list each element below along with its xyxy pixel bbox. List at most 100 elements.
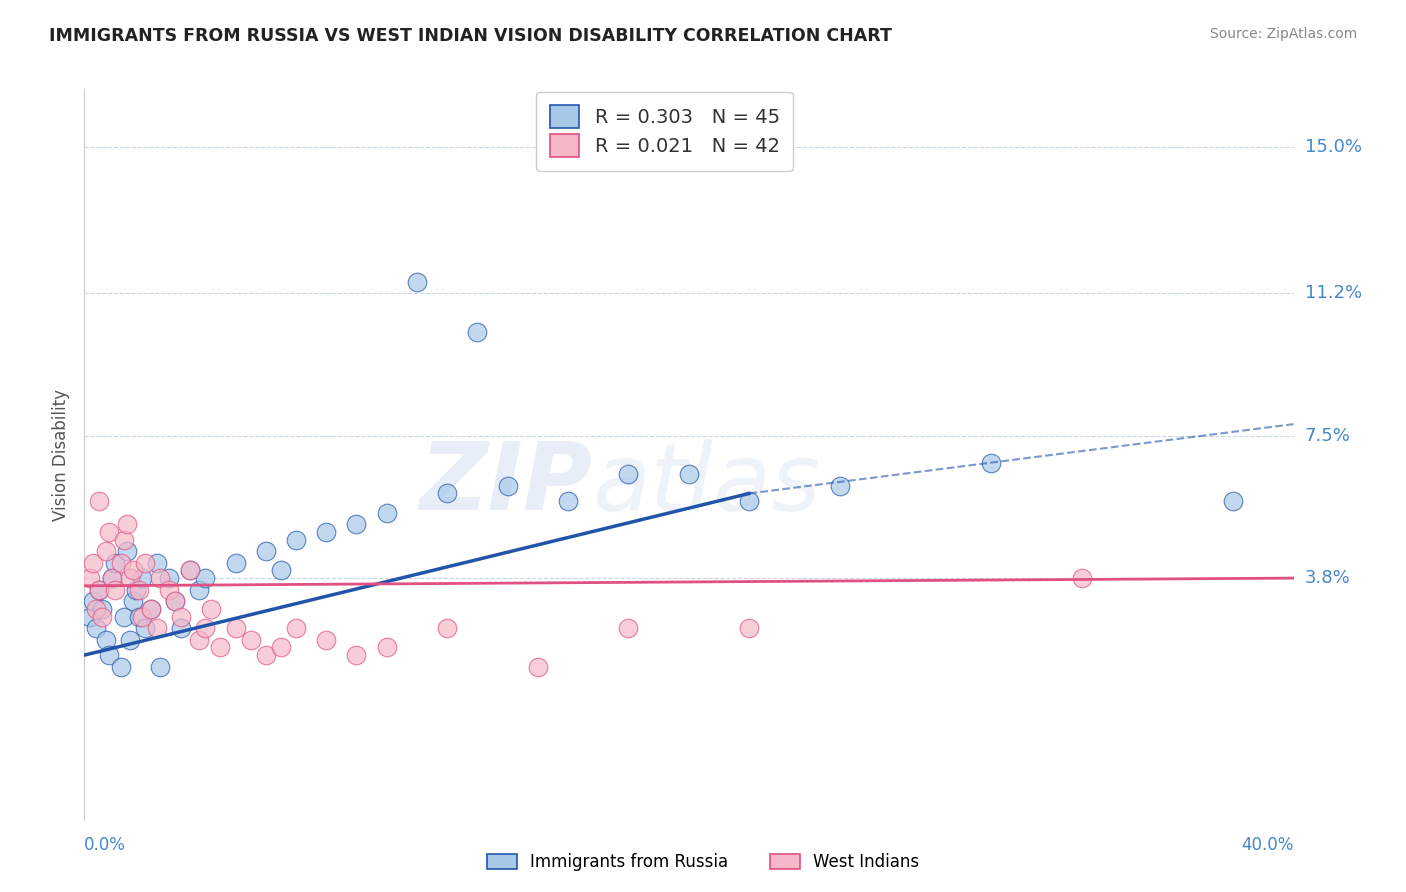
Point — [225, 556, 247, 570]
Point — [239, 632, 262, 647]
Point — [738, 494, 761, 508]
Point — [97, 524, 120, 539]
Point — [617, 467, 640, 482]
Point — [79, 571, 101, 585]
Point — [1222, 494, 1244, 508]
Point — [104, 556, 127, 570]
Point — [254, 648, 277, 662]
Point — [121, 563, 143, 577]
Text: 0.0%: 0.0% — [84, 836, 127, 854]
Text: 7.5%: 7.5% — [1305, 426, 1351, 445]
Point — [97, 648, 120, 662]
Point — [128, 582, 150, 597]
Text: 15.0%: 15.0% — [1305, 138, 1361, 156]
Point — [121, 594, 143, 608]
Point — [82, 556, 104, 570]
Point — [79, 609, 101, 624]
Text: 40.0%: 40.0% — [1241, 836, 1294, 854]
Legend: R = 0.303   N = 45, R = 0.021   N = 42: R = 0.303 N = 45, R = 0.021 N = 42 — [536, 92, 793, 170]
Point — [194, 571, 217, 585]
Point — [179, 563, 201, 577]
Point — [467, 325, 489, 339]
Point — [86, 602, 108, 616]
Point — [94, 544, 117, 558]
Point — [89, 494, 111, 508]
Point — [149, 659, 172, 673]
Point — [134, 621, 156, 635]
Point — [285, 621, 308, 635]
Point — [91, 609, 114, 624]
Point — [375, 506, 398, 520]
Point — [157, 571, 180, 585]
Point — [830, 479, 852, 493]
Point — [194, 621, 217, 635]
Point — [436, 486, 458, 500]
Point — [179, 563, 201, 577]
Point — [82, 594, 104, 608]
Point — [100, 571, 122, 585]
Point — [315, 524, 337, 539]
Point — [146, 621, 169, 635]
Point — [89, 582, 111, 597]
Point — [557, 494, 579, 508]
Point — [678, 467, 700, 482]
Point — [200, 602, 222, 616]
Point — [270, 563, 292, 577]
Point — [315, 632, 337, 647]
Point — [496, 479, 519, 493]
Point — [165, 594, 187, 608]
Point — [149, 571, 172, 585]
Point — [406, 275, 429, 289]
Point — [110, 556, 132, 570]
Point — [131, 571, 153, 585]
Y-axis label: Vision Disability: Vision Disability — [52, 389, 70, 521]
Point — [128, 609, 150, 624]
Text: 11.2%: 11.2% — [1305, 285, 1362, 302]
Point — [146, 556, 169, 570]
Text: Source: ZipAtlas.com: Source: ZipAtlas.com — [1209, 27, 1357, 41]
Text: 3.8%: 3.8% — [1305, 569, 1350, 587]
Point — [139, 602, 162, 616]
Point — [980, 456, 1002, 470]
Point — [157, 582, 180, 597]
Point — [94, 632, 117, 647]
Point — [170, 621, 193, 635]
Point — [91, 602, 114, 616]
Point — [617, 621, 640, 635]
Point — [165, 594, 187, 608]
Point — [104, 582, 127, 597]
Point — [527, 659, 550, 673]
Point — [1071, 571, 1094, 585]
Point — [100, 571, 122, 585]
Point — [134, 556, 156, 570]
Point — [436, 621, 458, 635]
Point — [188, 582, 211, 597]
Point — [209, 640, 232, 655]
Point — [346, 648, 368, 662]
Point — [188, 632, 211, 647]
Point — [112, 609, 135, 624]
Point — [118, 571, 141, 585]
Point — [125, 582, 148, 597]
Text: atlas: atlas — [592, 439, 821, 530]
Point — [86, 621, 108, 635]
Point — [115, 544, 138, 558]
Text: IMMIGRANTS FROM RUSSIA VS WEST INDIAN VISION DISABILITY CORRELATION CHART: IMMIGRANTS FROM RUSSIA VS WEST INDIAN VI… — [49, 27, 891, 45]
Point — [225, 621, 247, 635]
Point — [112, 533, 135, 547]
Point — [346, 517, 368, 532]
Point — [254, 544, 277, 558]
Point — [89, 582, 111, 597]
Point — [375, 640, 398, 655]
Point — [170, 609, 193, 624]
Point — [110, 659, 132, 673]
Point — [285, 533, 308, 547]
Point — [738, 621, 761, 635]
Text: ZIP: ZIP — [419, 438, 592, 530]
Point — [131, 609, 153, 624]
Legend: Immigrants from Russia, West Indians: Immigrants from Russia, West Indians — [478, 845, 928, 880]
Point — [118, 632, 141, 647]
Point — [139, 602, 162, 616]
Point — [115, 517, 138, 532]
Point — [270, 640, 292, 655]
